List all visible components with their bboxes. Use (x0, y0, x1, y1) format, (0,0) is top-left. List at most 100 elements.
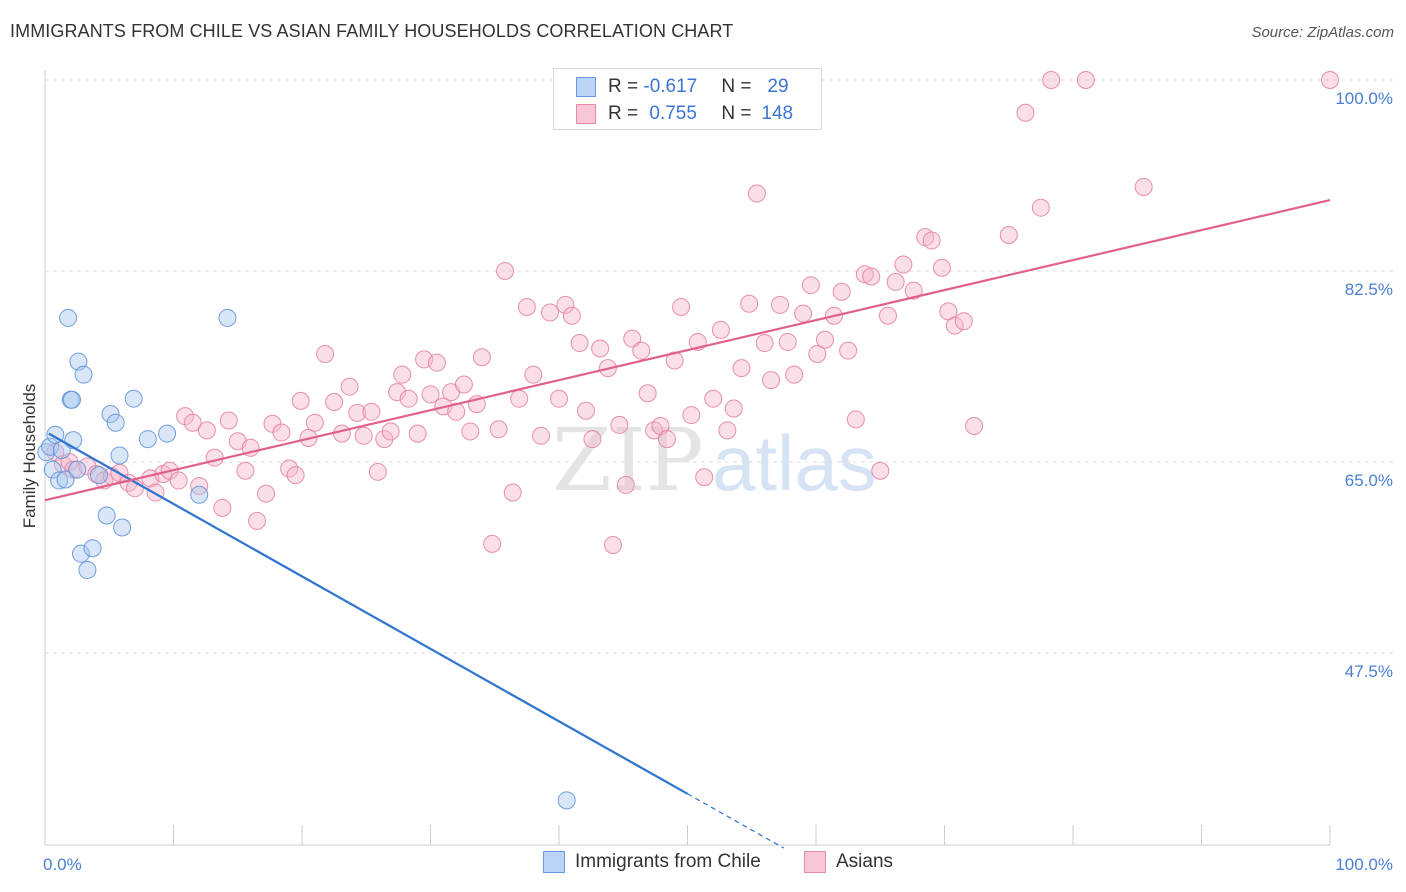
asians-point (272, 423, 291, 442)
asians-point (695, 468, 714, 487)
y-tick-label-100: 100.0% (1335, 89, 1393, 108)
legend-label-asians: Asians (836, 851, 894, 872)
legend-swatch-asians (804, 851, 826, 873)
asians-point (945, 316, 964, 335)
chile-point (110, 446, 129, 465)
asians-point (1016, 103, 1035, 122)
asians-point (399, 389, 418, 408)
legend-swatch-blue (576, 77, 596, 97)
asians-point (878, 306, 897, 325)
asians-point (388, 383, 407, 402)
asians-point (325, 392, 344, 411)
y-tick-label-82-5: 82.5% (1345, 280, 1393, 299)
legend-n-value: 148 (761, 103, 794, 124)
asians-point (362, 402, 381, 421)
asians-point (1076, 71, 1095, 89)
legend-n-value: 29 (767, 76, 789, 97)
chile-point (124, 389, 143, 408)
asians-point (904, 281, 923, 300)
asians-point (999, 225, 1018, 244)
asians-point (381, 422, 400, 441)
asians-point (747, 184, 766, 203)
legend-item-asians: Asians (804, 851, 893, 873)
chile-point (78, 561, 97, 580)
chile-point (106, 413, 125, 432)
chile-point (158, 424, 177, 443)
asians-point (724, 399, 743, 418)
asians-point (623, 329, 642, 348)
asians-point (815, 330, 834, 349)
x-tick-label-0: 0.0% (43, 855, 82, 874)
asians-point (550, 389, 568, 408)
asians-point (472, 348, 491, 367)
asians-point (570, 334, 589, 353)
asians-point (871, 461, 890, 480)
trend-lines (44, 198, 1331, 849)
asians-point (922, 231, 941, 250)
asians-point (954, 312, 973, 331)
chile-point (43, 460, 62, 479)
chile-point (64, 431, 83, 450)
asians-point (517, 298, 536, 317)
asians-point (354, 426, 373, 445)
legend-r-label: R = (608, 103, 644, 124)
chile-point (113, 518, 132, 537)
asians-point (732, 359, 751, 378)
y-tick-label-47-5: 47.5% (1345, 662, 1393, 681)
asians-point (64, 460, 83, 479)
asians-point (421, 385, 440, 404)
legend-swatch-pink (576, 104, 596, 124)
watermark-atlas: atlas (712, 419, 877, 507)
y-tick-label-65: 65.0% (1345, 471, 1393, 490)
legend-swatch-chile (543, 851, 565, 873)
asians-point (1031, 198, 1050, 217)
gridlines (45, 79, 1395, 654)
asians-point (591, 339, 610, 358)
asians-point (316, 344, 335, 363)
asians-point (332, 424, 351, 443)
asians-point (583, 430, 602, 449)
legend-r-value: 0.755 (649, 103, 697, 124)
chile-point (59, 308, 78, 327)
chile-point (89, 466, 108, 485)
asians-point (894, 255, 913, 274)
asians-point (965, 416, 984, 435)
asians-point (213, 498, 232, 517)
asians-point (169, 471, 188, 490)
asians-point (183, 413, 202, 432)
asians-point (855, 265, 874, 284)
series-chile-points (37, 308, 576, 810)
legend-n-label: N = (721, 103, 757, 124)
asians-point (408, 424, 427, 443)
legend-item-chile: Immigrants from Chile (543, 851, 761, 873)
legend-label-chile: Immigrants from Chile (575, 851, 761, 872)
asians-point (862, 267, 881, 286)
asians-point (638, 384, 657, 403)
legend-r-label: R = (608, 76, 644, 97)
asians-point (711, 320, 730, 339)
asians-point (291, 391, 310, 410)
asians-point (704, 389, 723, 408)
chile-trend-line-extension (687, 793, 785, 849)
asians-point (672, 298, 691, 317)
asians-point (496, 262, 515, 280)
asians-point (651, 416, 670, 435)
asians-point (248, 511, 267, 530)
asians-point (665, 351, 684, 370)
chile-point (68, 460, 87, 479)
asians-point (832, 282, 851, 301)
asians-point (532, 426, 551, 445)
asians-point (576, 401, 595, 420)
asians-point (348, 403, 367, 422)
y-axis-label: Family Households (20, 384, 39, 529)
asians-point (778, 332, 797, 351)
asians-point (932, 258, 951, 277)
asians-point (562, 306, 581, 325)
axes (44, 70, 1331, 846)
asians-point (489, 420, 508, 439)
asians-point (801, 276, 820, 295)
asians-point (603, 535, 622, 554)
asians-trend-line (44, 198, 1331, 502)
asians-point (718, 421, 737, 440)
